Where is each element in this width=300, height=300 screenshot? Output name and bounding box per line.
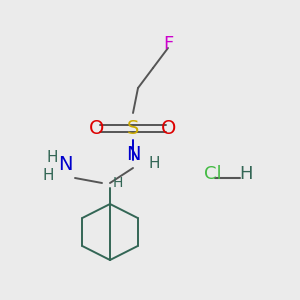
Text: Cl: Cl — [204, 165, 222, 183]
Text: H: H — [46, 151, 58, 166]
Text: O: O — [89, 118, 105, 137]
Text: H: H — [113, 176, 123, 190]
Text: N: N — [126, 146, 140, 164]
Text: S: S — [127, 118, 139, 137]
Text: H: H — [239, 165, 253, 183]
Text: F: F — [163, 35, 173, 53]
Text: H: H — [148, 155, 160, 170]
Text: O: O — [161, 118, 177, 137]
Text: N: N — [58, 155, 72, 175]
Text: H: H — [42, 167, 54, 182]
